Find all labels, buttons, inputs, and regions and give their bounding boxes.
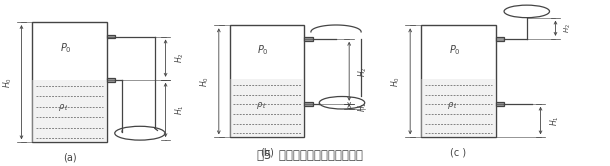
Polygon shape xyxy=(304,37,313,41)
Polygon shape xyxy=(496,37,504,41)
Text: $P_0$: $P_0$ xyxy=(257,43,269,57)
Polygon shape xyxy=(496,102,504,106)
Text: $H_0$: $H_0$ xyxy=(198,76,211,87)
Text: (a): (a) xyxy=(63,152,76,162)
Text: $H_2$: $H_2$ xyxy=(173,53,186,63)
Polygon shape xyxy=(229,79,304,137)
Text: $H_0$: $H_0$ xyxy=(1,77,13,88)
Text: $H_1$: $H_1$ xyxy=(173,105,186,115)
Polygon shape xyxy=(32,80,107,142)
Polygon shape xyxy=(421,79,496,137)
Text: $P_0$: $P_0$ xyxy=(449,43,461,57)
Text: $H_2$: $H_2$ xyxy=(563,23,573,33)
Polygon shape xyxy=(304,102,313,106)
Text: (c ): (c ) xyxy=(450,147,467,157)
Text: $H_2$: $H_2$ xyxy=(357,66,370,77)
Text: $H_1$: $H_1$ xyxy=(357,101,370,112)
Text: $\rho_{\,\ell}$: $\rho_{\,\ell}$ xyxy=(447,100,458,111)
Text: $H_0$: $H_0$ xyxy=(390,76,403,87)
Text: (b): (b) xyxy=(260,147,274,157)
Text: $H_1$: $H_1$ xyxy=(548,115,561,126)
Text: $\rho_{\,\ell}$: $\rho_{\,\ell}$ xyxy=(59,102,69,113)
Text: 图5  双法兰差压变送器安装位置: 图5 双法兰差压变送器安装位置 xyxy=(257,149,363,162)
Polygon shape xyxy=(107,35,115,38)
Polygon shape xyxy=(107,78,115,82)
Text: $P_0$: $P_0$ xyxy=(60,42,72,55)
Text: $\rho_{\,\ell}$: $\rho_{\,\ell}$ xyxy=(256,100,266,111)
